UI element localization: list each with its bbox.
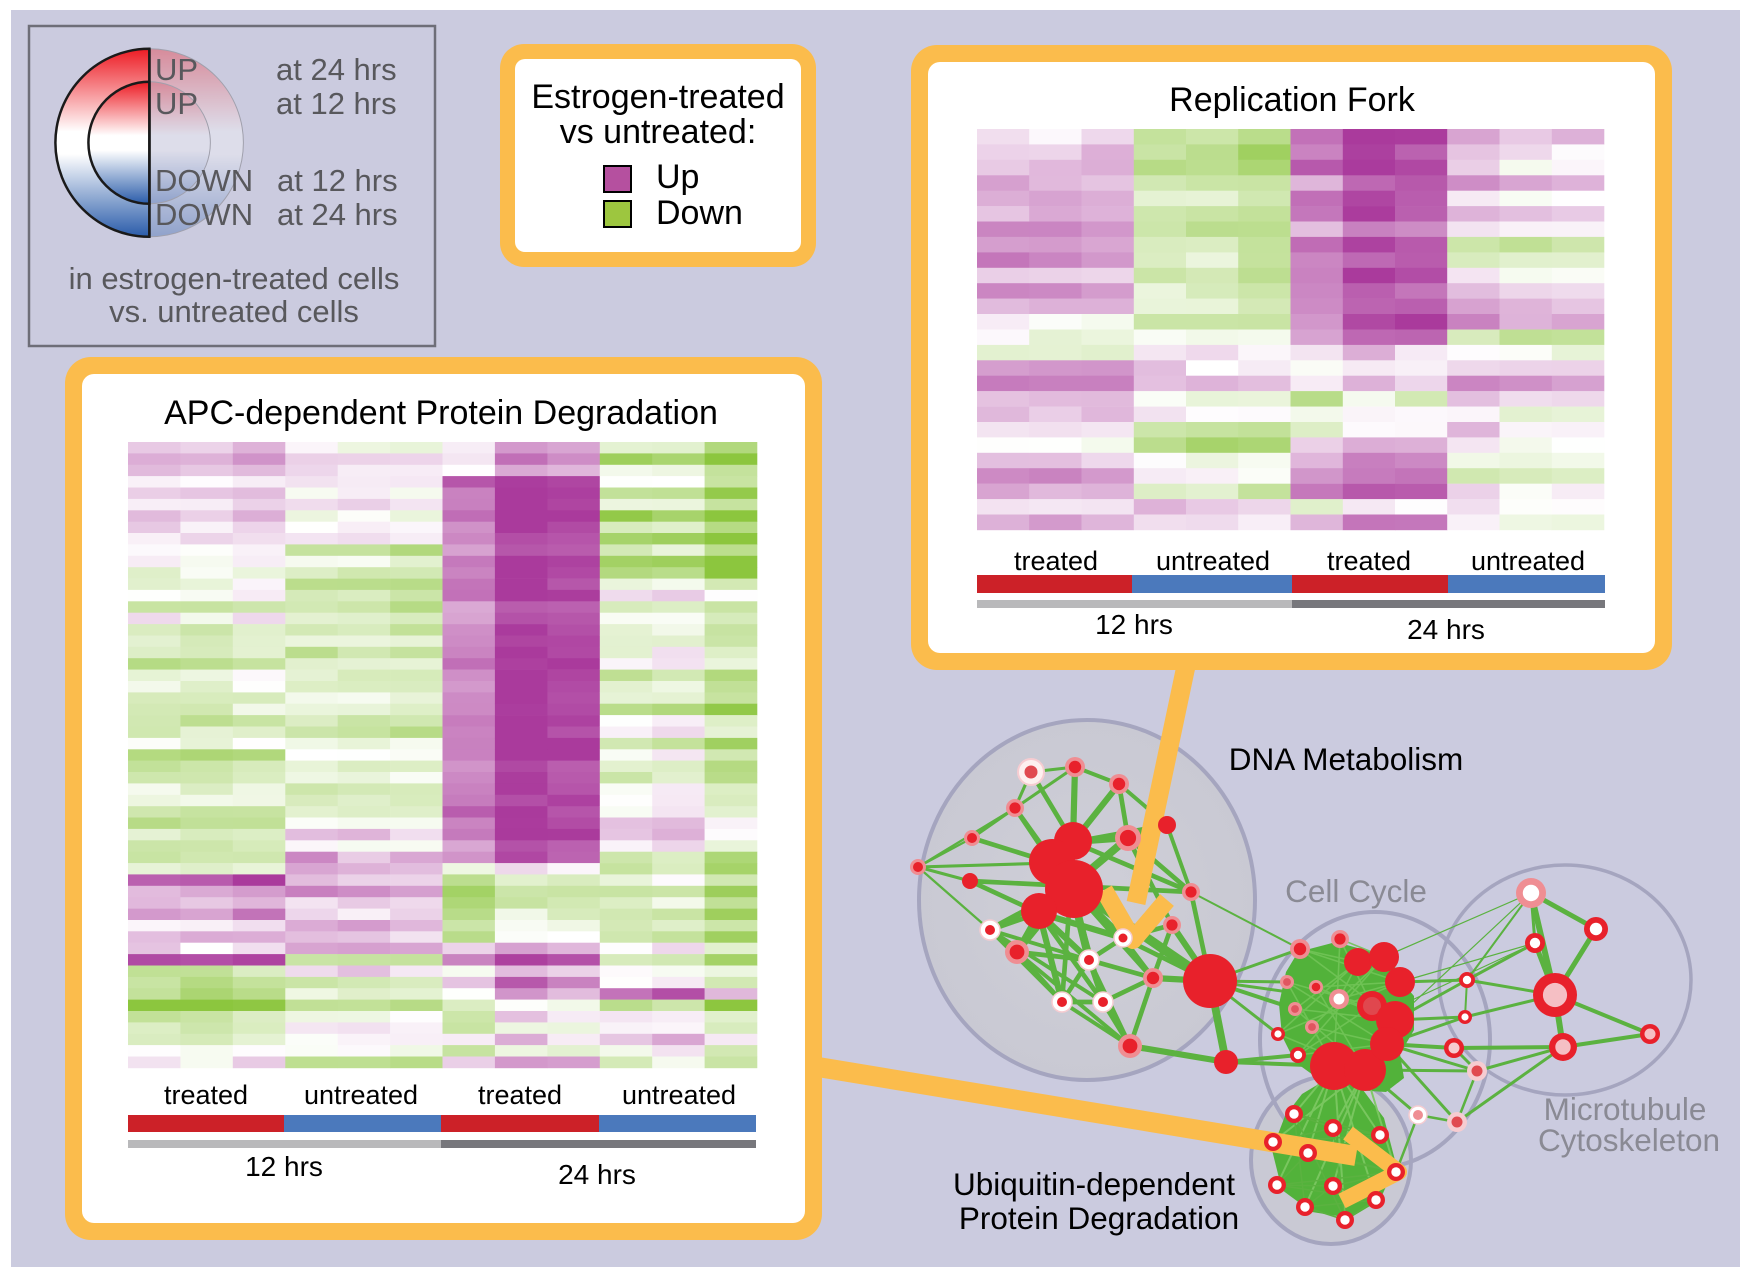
svg-text:vs untreated:: vs untreated: — [560, 113, 757, 151]
svg-text:12 hrs: 12 hrs — [245, 1151, 323, 1182]
svg-text:untreated: untreated — [622, 1080, 736, 1110]
svg-text:Down: Down — [656, 194, 743, 232]
svg-text:treated: treated — [478, 1080, 562, 1110]
svg-text:UP: UP — [155, 86, 198, 121]
svg-text:APC-dependent Protein Degradat: APC-dependent Protein Degradation — [164, 394, 718, 432]
svg-text:Microtubule: Microtubule — [1544, 1091, 1707, 1127]
svg-text:DOWN: DOWN — [155, 163, 253, 198]
svg-text:24 hrs: 24 hrs — [558, 1159, 636, 1190]
svg-text:UP: UP — [155, 52, 198, 87]
svg-text:24 hrs: 24 hrs — [1407, 614, 1485, 645]
svg-text:untreated: untreated — [1471, 546, 1585, 576]
svg-text:treated: treated — [1327, 546, 1411, 576]
svg-text:Protein Degradation: Protein Degradation — [959, 1200, 1239, 1236]
svg-text:in estrogen-treated cells: in estrogen-treated cells — [69, 261, 400, 296]
svg-text:12 hrs: 12 hrs — [1095, 609, 1173, 640]
svg-text:Cytoskeleton: Cytoskeleton — [1538, 1122, 1720, 1158]
svg-text:at 12 hrs: at 12 hrs — [276, 86, 397, 121]
svg-text:at 24 hrs: at 24 hrs — [277, 197, 398, 232]
svg-text:at 24 hrs: at 24 hrs — [276, 52, 397, 87]
svg-text:DNA Metabolism: DNA Metabolism — [1229, 741, 1464, 777]
svg-text:Ubiquitin-dependent: Ubiquitin-dependent — [953, 1166, 1235, 1202]
svg-text:Cell Cycle: Cell Cycle — [1285, 873, 1427, 909]
svg-text:Up: Up — [656, 158, 699, 196]
svg-text:at 12 hrs: at 12 hrs — [277, 163, 398, 198]
svg-text:Estrogen-treated: Estrogen-treated — [531, 78, 784, 116]
svg-text:treated: treated — [164, 1080, 248, 1110]
svg-text:DOWN: DOWN — [155, 197, 253, 232]
svg-text:untreated: untreated — [304, 1080, 418, 1110]
svg-text:Replication Fork: Replication Fork — [1169, 81, 1416, 119]
svg-text:vs. untreated cells: vs. untreated cells — [109, 294, 359, 329]
svg-text:untreated: untreated — [1156, 546, 1270, 576]
svg-text:treated: treated — [1014, 546, 1098, 576]
